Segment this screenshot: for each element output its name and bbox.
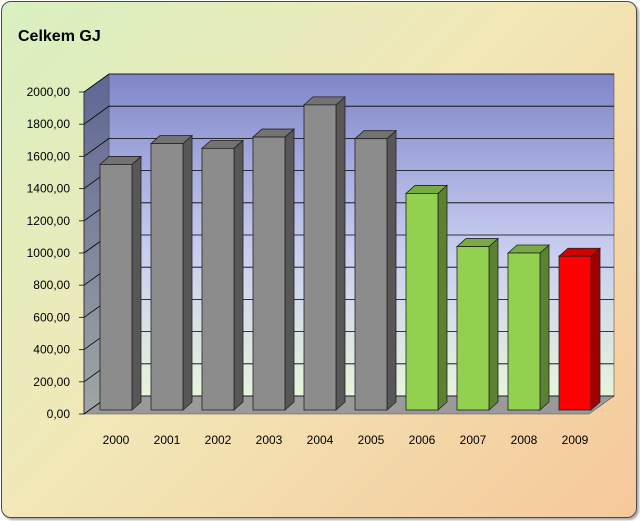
- bar: [251, 128, 296, 411]
- bar-side: [386, 129, 397, 411]
- bar-front: [99, 164, 133, 411]
- bar: [149, 134, 194, 411]
- bar-front: [201, 147, 235, 411]
- x-tick-label: 2005: [358, 433, 385, 447]
- bar-side: [131, 155, 142, 411]
- x-tick-label: 2000: [103, 433, 130, 447]
- bar: [455, 237, 500, 411]
- chart-title: Celkem GJ: [18, 28, 101, 45]
- x-tick-label: 2004: [307, 433, 334, 447]
- gridline: [83, 105, 614, 125]
- bar-front: [150, 143, 184, 411]
- y-tick-label: 1600,00: [27, 149, 71, 163]
- y-tick-label: 800,00: [33, 278, 70, 292]
- bar-side: [182, 134, 193, 411]
- bar-side: [233, 139, 244, 411]
- x-tick-label: 2001: [154, 433, 181, 447]
- x-tick-label: 2006: [409, 433, 436, 447]
- bar-side: [488, 237, 499, 411]
- bar-side: [335, 95, 346, 411]
- y-tick-label: 1000,00: [27, 246, 71, 260]
- gridline: [83, 73, 614, 93]
- x-tick-label: 2008: [511, 433, 538, 447]
- y-tick-label: 400,00: [33, 343, 70, 357]
- x-tick-label: 2002: [205, 433, 232, 447]
- bar: [353, 129, 398, 411]
- bar-side: [284, 128, 295, 411]
- bar-front: [252, 136, 286, 411]
- chart-plot: 0,00 200,00 400,00 600,00 800,00 1000,00 1200,…: [27, 73, 615, 447]
- y-tick-label: 1800,00: [27, 117, 71, 131]
- y-tick-label: 600,00: [33, 310, 70, 324]
- bar: [557, 247, 602, 411]
- bar-front: [507, 252, 541, 411]
- bar-front: [558, 255, 592, 411]
- bar: [200, 139, 245, 411]
- bar-front: [303, 104, 337, 411]
- bar: [98, 155, 143, 411]
- bar-side: [539, 244, 550, 411]
- x-tick-label: 2009: [562, 433, 589, 447]
- y-tick-label: 0,00: [47, 407, 71, 421]
- y-tick-label: 2000,00: [27, 85, 71, 99]
- x-tick-label: 2003: [256, 433, 283, 447]
- bar-front: [405, 193, 439, 411]
- bar-side: [437, 184, 448, 411]
- gridline: [83, 137, 614, 157]
- x-tick-label: 2007: [460, 433, 487, 447]
- bar: [302, 95, 347, 411]
- y-tick-label: 200,00: [33, 375, 70, 389]
- y-tick-label: 1200,00: [27, 214, 71, 228]
- bar: [506, 244, 551, 411]
- bar-front: [354, 138, 388, 411]
- y-tick-label: 1400,00: [27, 182, 71, 196]
- bar-front: [456, 246, 490, 411]
- bar: [404, 184, 449, 411]
- bar-side: [590, 247, 601, 411]
